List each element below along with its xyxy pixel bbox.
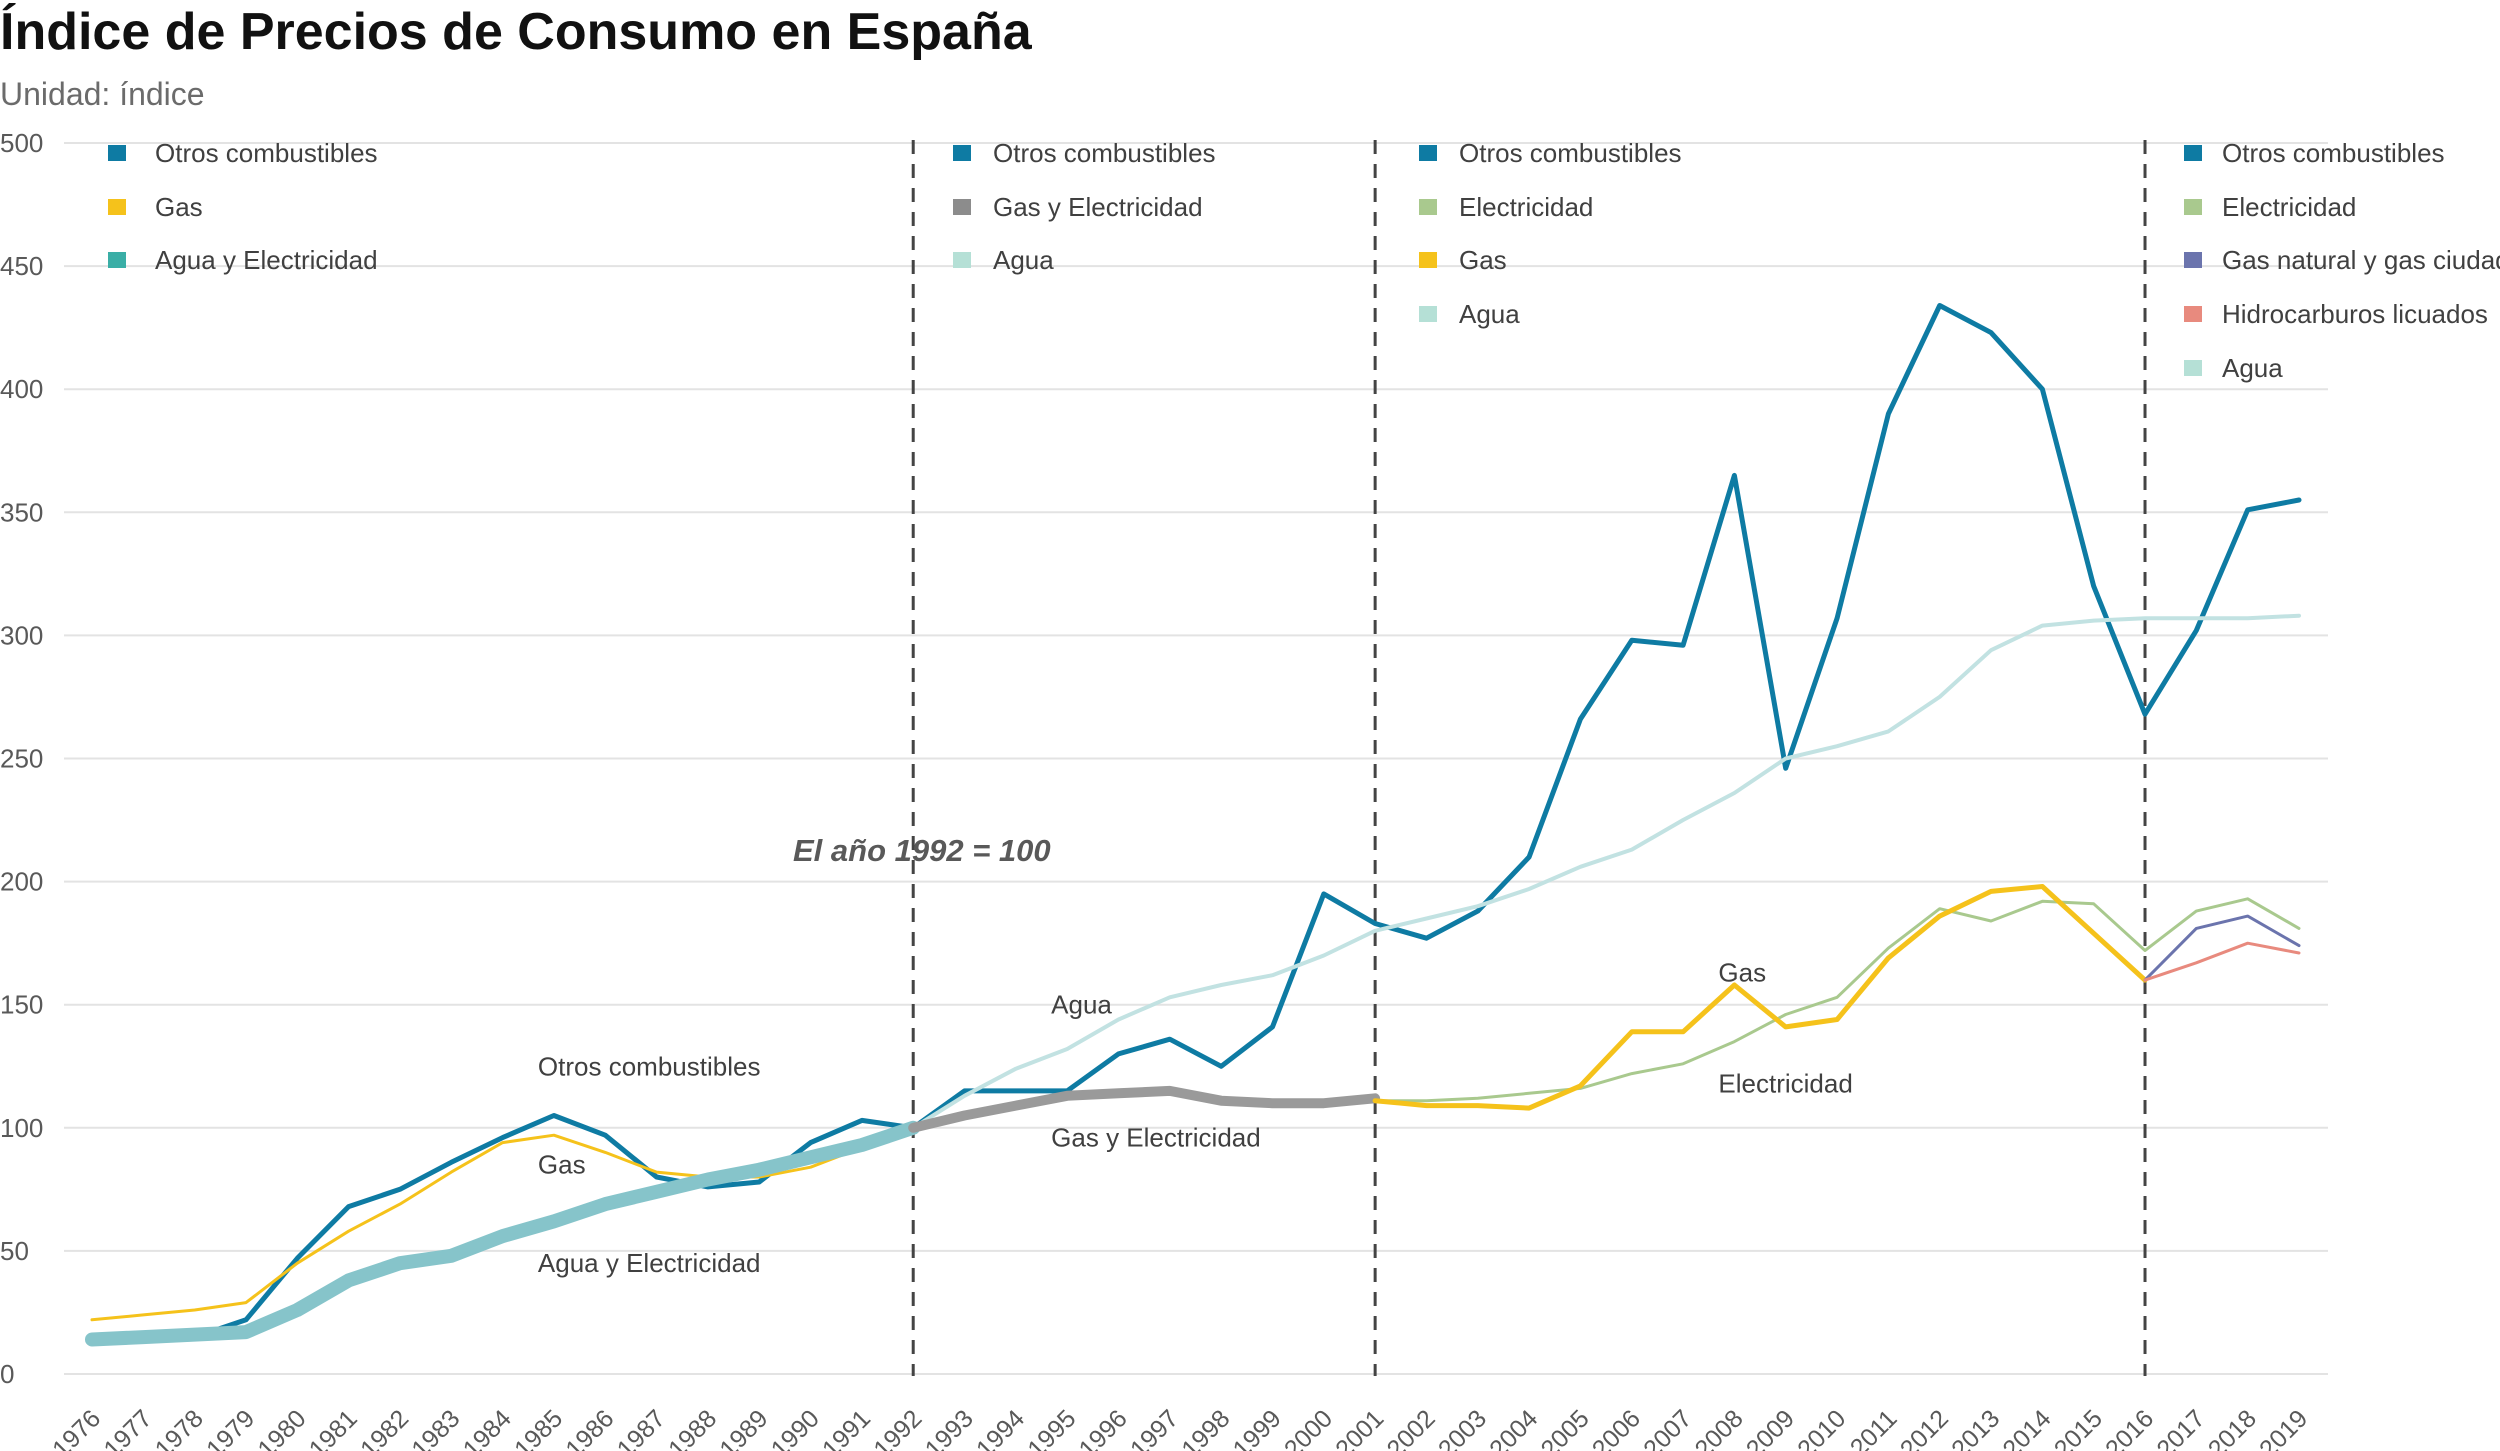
legend-label: Otros combustibles bbox=[1459, 138, 1682, 168]
legend-swatch bbox=[1419, 252, 1437, 268]
legend-label: Agua bbox=[2222, 353, 2283, 383]
legend-swatch bbox=[2184, 145, 2202, 161]
series-line-gas-y-electricidad bbox=[908, 1085, 1381, 1133]
series-label: Agua y Electricidad bbox=[538, 1248, 761, 1278]
legend-swatch bbox=[953, 199, 971, 215]
series-line-gas bbox=[90, 1126, 915, 1322]
series-label: Agua bbox=[1051, 990, 1112, 1020]
legend-label: Gas y Electricidad bbox=[993, 192, 1203, 222]
x-tick-label: 2019 bbox=[2254, 1404, 2313, 1451]
chart-subtitle: Unidad: índice bbox=[0, 76, 205, 112]
series-line-otros-combustibles bbox=[89, 303, 2302, 1340]
y-tick-label: 150 bbox=[0, 990, 43, 1020]
y-tick-label: 250 bbox=[0, 744, 43, 774]
legend-swatch bbox=[2184, 306, 2202, 322]
legend-label: Gas bbox=[155, 192, 203, 222]
chart-title: Índice de Precios de Consumo en España bbox=[0, 3, 1032, 61]
base-year-annotation: El año 1992 = 100 bbox=[793, 833, 1051, 868]
series-label: Gas bbox=[1718, 958, 1766, 988]
legend-swatch bbox=[108, 145, 126, 161]
y-tick-label: 0 bbox=[0, 1359, 14, 1389]
series-label: Otros combustibles bbox=[538, 1051, 761, 1081]
legend-label: Agua bbox=[993, 245, 1054, 275]
legend-label: Electricidad bbox=[1459, 192, 1593, 222]
series-line-gas bbox=[1372, 884, 2148, 1111]
legend-label: Electricidad bbox=[2222, 192, 2356, 222]
series-line-hidrocarburos-licuados bbox=[2143, 941, 2301, 982]
legend-label: Gas bbox=[1459, 245, 1507, 275]
legend-swatch bbox=[1419, 306, 1437, 322]
series-line-electricidad bbox=[1373, 897, 2301, 1103]
legend-label: Hidrocarburos licuados bbox=[2222, 299, 2488, 329]
y-tick-label: 100 bbox=[0, 1113, 43, 1143]
y-tick-label: 450 bbox=[0, 251, 43, 281]
y-tick-label: 400 bbox=[0, 374, 43, 404]
series-line-gas-natural-y-gas-ciudad bbox=[2143, 914, 2301, 982]
legend-swatch bbox=[108, 252, 126, 268]
legend-swatch bbox=[2184, 360, 2202, 376]
legend-swatch bbox=[953, 145, 971, 161]
legend-swatch bbox=[2184, 252, 2202, 268]
series-line-agua-y-electricidad bbox=[85, 1120, 921, 1347]
legend-label: Agua y Electricidad bbox=[155, 245, 378, 275]
legend-swatch bbox=[1419, 145, 1437, 161]
legend-label: Gas natural y gas ciudad bbox=[2222, 245, 2500, 275]
legend-swatch bbox=[1419, 199, 1437, 215]
x-tick-label: 2010 bbox=[1792, 1404, 1851, 1451]
series-line-agua bbox=[911, 613, 2301, 1130]
legend-label: Otros combustibles bbox=[993, 138, 1216, 168]
y-tick-label: 350 bbox=[0, 497, 43, 527]
series-label: Gas y Electricidad bbox=[1051, 1123, 1261, 1153]
legend-label: Otros combustibles bbox=[2222, 138, 2445, 168]
legend-label: Agua bbox=[1459, 299, 1520, 329]
y-tick-label: 50 bbox=[0, 1236, 29, 1266]
legend-swatch bbox=[2184, 199, 2202, 215]
y-tick-label: 500 bbox=[0, 128, 43, 158]
y-tick-label: 200 bbox=[0, 867, 43, 897]
series-label: Electricidad bbox=[1718, 1068, 1852, 1098]
legend-label: Otros combustibles bbox=[155, 138, 378, 168]
legend-swatch bbox=[953, 252, 971, 268]
legend-swatch bbox=[108, 199, 126, 215]
series-label: Gas bbox=[538, 1150, 586, 1180]
y-tick-label: 300 bbox=[0, 620, 43, 650]
